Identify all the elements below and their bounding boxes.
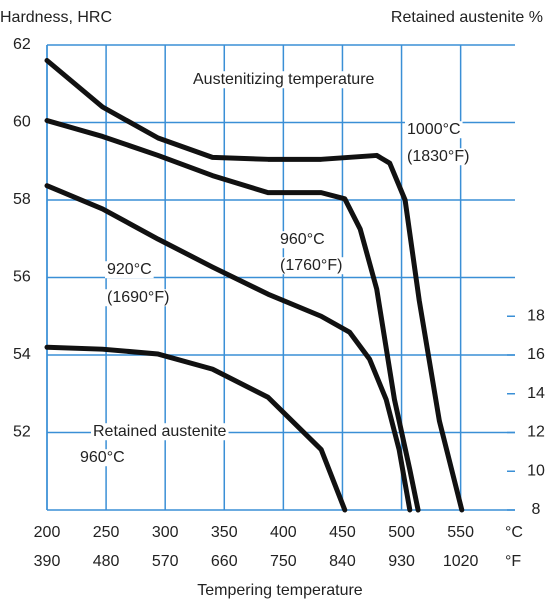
series-note: 960°C	[80, 449, 125, 466]
x-tick-label: 400	[270, 524, 297, 541]
label-bg	[278, 257, 345, 275]
label-bg	[78, 449, 127, 467]
x-tick-label: 300	[152, 524, 179, 541]
y2-tick-label: 12	[527, 424, 545, 441]
x2-tick-label: 1020	[443, 553, 479, 570]
label-bg	[91, 423, 229, 441]
x-tick-label: 200	[34, 524, 61, 541]
y2-tick-label: 8	[532, 501, 541, 518]
x-tick-label: 250	[93, 524, 120, 541]
label-bg	[105, 289, 172, 307]
x-tick-label: 500	[388, 524, 415, 541]
y-tick-label: 58	[13, 191, 31, 208]
x-tick-label: 450	[329, 524, 356, 541]
series-line	[44, 183, 413, 513]
x-axis-label: Tempering temperature	[197, 582, 363, 599]
x2-tick-label: 930	[388, 553, 415, 570]
label-bg	[405, 148, 472, 166]
x2-tick-label: 390	[34, 553, 61, 570]
x-unit: °C	[505, 524, 523, 541]
series-label: Retained austenite	[93, 423, 227, 440]
series-label: 920°C	[107, 261, 152, 278]
series-line	[44, 58, 465, 513]
y2-tick-label: 18	[527, 307, 545, 324]
labels: 1000°C (1830°F) 960°C (1760°F) 920°C (1690°F)…	[80, 71, 469, 466]
y2-tick-label: 16	[527, 346, 545, 363]
x2-unit: °F	[505, 553, 521, 570]
x-tick-label: 350	[211, 524, 238, 541]
series-note: (1830°F)	[407, 148, 469, 165]
x2-tick-label: 750	[270, 553, 297, 570]
y2-axis-label: Retained austenite %	[391, 9, 543, 26]
x2-tick-label: 570	[152, 553, 179, 570]
y2-tick-label: 10	[527, 462, 545, 479]
label-bg	[405, 121, 463, 139]
label-bg	[191, 71, 377, 89]
label-bg	[278, 231, 327, 249]
x2-tick-label: 660	[211, 553, 238, 570]
label-bg	[105, 261, 154, 279]
x-tick-label: 550	[447, 524, 474, 541]
y-axis-label: Hardness, HRC	[0, 9, 112, 26]
series-line	[44, 118, 421, 513]
series-label: 1000°C	[407, 121, 461, 138]
lines	[44, 58, 465, 513]
x2-tick-label: 840	[329, 553, 356, 570]
annotation: Austenitizing temperature	[193, 71, 375, 88]
series-label: 960°C	[280, 231, 325, 248]
x2-tick-label: 480	[93, 553, 120, 570]
y-tick-label: 52	[13, 424, 31, 441]
y-tick-label: 62	[13, 36, 31, 53]
y-tick-label: 56	[13, 269, 31, 286]
series-line	[44, 344, 348, 513]
y-tick-label: 54	[13, 346, 31, 363]
series-note: (1760°F)	[280, 257, 342, 274]
y2-tick-label: 14	[527, 385, 545, 402]
series-note: (1690°F)	[107, 289, 169, 306]
y-tick-label: 60	[13, 114, 31, 131]
